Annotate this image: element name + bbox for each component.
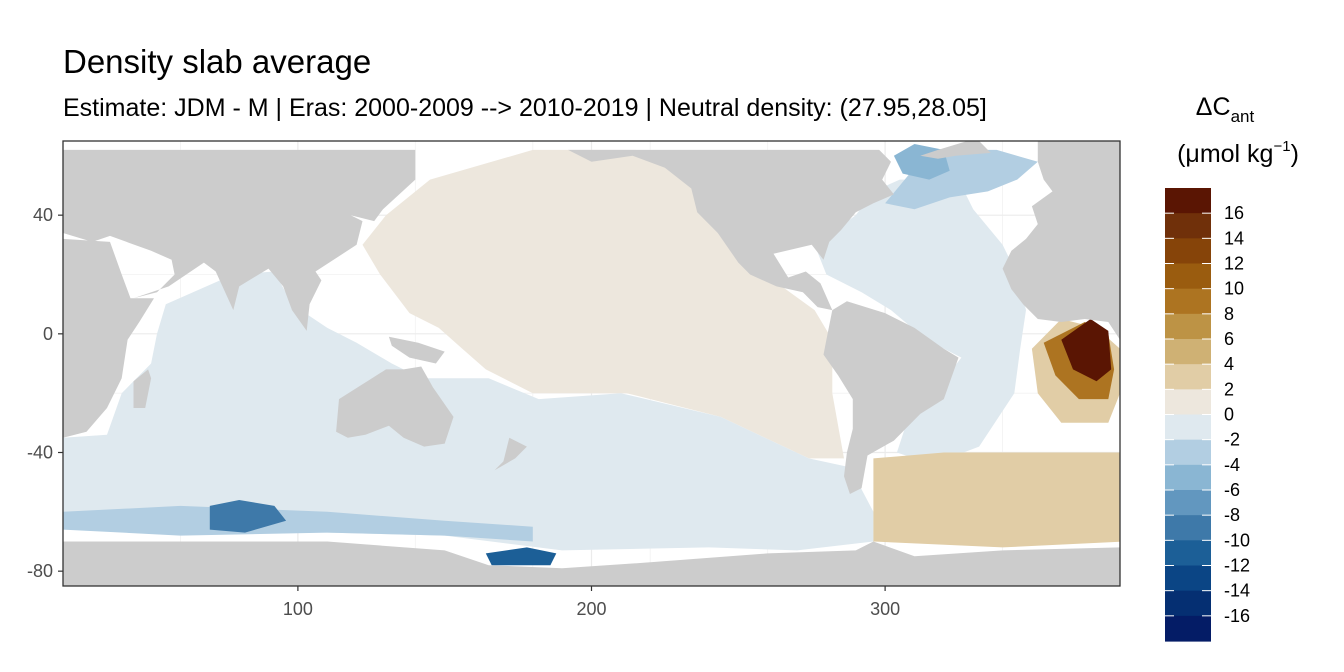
legend: ΔCant (μmol kg−1) 16 14 12 10 8 6 4 2 0 -2 -4 -6 -8 -… <box>1165 93 1299 642</box>
legend-swatch <box>1165 464 1211 491</box>
legend-swatch <box>1165 515 1211 541</box>
legend-label: -16 <box>1224 606 1250 626</box>
land-australia <box>336 366 454 447</box>
ocean-field <box>63 144 1120 566</box>
legend-swatch <box>1165 213 1211 239</box>
x-tick-label: 200 <box>576 599 606 619</box>
region-atlantic <box>814 179 1026 465</box>
legend-swatch <box>1165 263 1211 290</box>
land-eurasia-north <box>63 149 416 331</box>
legend-swatch <box>1165 590 1211 617</box>
region-kerguelen <box>209 500 287 533</box>
legend-swatch <box>1165 439 1211 466</box>
legend-label: -14 <box>1224 581 1250 601</box>
legend-label: 0 <box>1224 405 1234 425</box>
region-south-atlantic <box>873 452 1120 548</box>
legend-label: 2 <box>1224 379 1234 399</box>
legend-labels: 16 14 12 10 8 6 4 2 0 -2 -4 -6 -8 -10 -12 -14 -16 <box>1224 203 1250 626</box>
legend-unit: (μmol kg−1) <box>1177 138 1299 168</box>
legend-colorbar <box>1165 188 1211 642</box>
legend-swatch <box>1165 313 1211 340</box>
region-indian-southern <box>63 271 874 551</box>
land-greenland <box>920 141 991 159</box>
y-tick-label: 0 <box>43 324 53 344</box>
y-tick-label: -80 <box>27 561 53 581</box>
chart-title: Density slab average <box>63 43 372 80</box>
land-north-america <box>568 149 894 311</box>
legend-label: 12 <box>1224 254 1244 274</box>
legend-label: 6 <box>1224 329 1234 349</box>
legend-label: 14 <box>1224 228 1244 248</box>
legend-label: 16 <box>1224 203 1244 223</box>
legend-label: -12 <box>1224 556 1250 576</box>
land-masses <box>63 141 1120 586</box>
legend-label: -2 <box>1224 430 1240 450</box>
land-south-america <box>823 301 959 494</box>
land-new-zealand <box>494 437 527 471</box>
land-africa-east <box>63 238 154 438</box>
y-tick-label: -40 <box>27 443 53 463</box>
land-madagascar <box>133 369 152 408</box>
legend-swatch <box>1165 364 1211 390</box>
legend-label: 4 <box>1224 354 1234 374</box>
legend-label: 8 <box>1224 304 1234 324</box>
region-ross-sea <box>485 547 557 566</box>
legend-label: 10 <box>1224 279 1244 299</box>
land-europe-africa-west <box>1002 141 1120 340</box>
legend-swatch <box>1165 238 1211 265</box>
region-gulf-of-guinea-core <box>1061 319 1112 382</box>
x-tick-label: 300 <box>870 599 900 619</box>
legend-label: -6 <box>1224 480 1240 500</box>
legend-swatch <box>1165 540 1211 567</box>
land-antarctica <box>63 541 1120 586</box>
legend-swatch <box>1165 188 1211 214</box>
legend-swatch <box>1165 615 1211 642</box>
x-tick-label: 100 <box>283 599 313 619</box>
legend-swatch <box>1165 414 1211 441</box>
legend-title: ΔCant <box>1196 93 1255 126</box>
chart-subtitle: Estimate: JDM - M | Eras: 2000-2009 --> … <box>63 94 987 122</box>
legend-swatch <box>1165 339 1211 365</box>
legend-label: -4 <box>1224 455 1240 475</box>
legend-swatch <box>1165 565 1211 592</box>
y-tick-label: 40 <box>33 205 53 225</box>
legend-label: -8 <box>1224 505 1240 525</box>
legend-swatch <box>1165 389 1211 416</box>
legend-swatch <box>1165 490 1211 516</box>
land-new-guinea <box>388 336 445 364</box>
legend-swatch <box>1165 288 1211 315</box>
legend-label: -10 <box>1224 530 1250 550</box>
region-southern-band-west <box>63 505 533 542</box>
